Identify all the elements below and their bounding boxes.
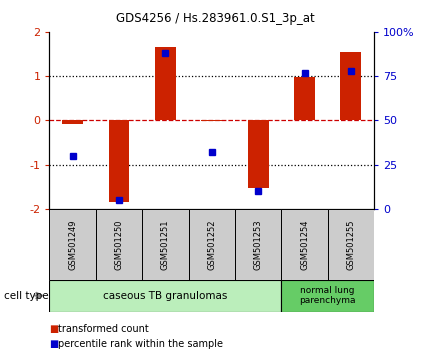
Text: GSM501254: GSM501254 xyxy=(300,219,309,269)
Bar xyxy=(201,120,222,121)
Text: GSM501255: GSM501255 xyxy=(347,219,356,269)
Text: GSM501250: GSM501250 xyxy=(114,219,123,269)
Text: transformed count: transformed count xyxy=(58,324,149,333)
Bar xyxy=(248,120,269,188)
Bar xyxy=(281,280,374,312)
Bar xyxy=(49,280,281,312)
Text: GDS4256 / Hs.283961.0.S1_3p_at: GDS4256 / Hs.283961.0.S1_3p_at xyxy=(116,12,314,25)
Text: GSM501249: GSM501249 xyxy=(68,219,77,269)
Text: caseous TB granulomas: caseous TB granulomas xyxy=(103,291,227,301)
Bar xyxy=(109,120,129,202)
Bar xyxy=(49,209,96,280)
Text: GSM501252: GSM501252 xyxy=(207,219,216,269)
Text: ■: ■ xyxy=(49,339,59,349)
Text: cell type: cell type xyxy=(4,291,49,301)
Text: ■: ■ xyxy=(49,324,59,333)
Text: GSM501251: GSM501251 xyxy=(161,219,170,269)
Bar xyxy=(189,209,235,280)
Bar xyxy=(142,209,189,280)
Bar xyxy=(62,120,83,124)
Bar xyxy=(328,209,374,280)
Text: GSM501253: GSM501253 xyxy=(254,219,263,270)
Bar xyxy=(281,209,328,280)
Bar xyxy=(341,52,361,120)
Bar xyxy=(294,77,315,120)
Bar xyxy=(96,209,142,280)
Text: normal lung
parenchyma: normal lung parenchyma xyxy=(299,286,356,305)
Bar xyxy=(155,47,176,120)
Bar xyxy=(235,209,281,280)
Text: percentile rank within the sample: percentile rank within the sample xyxy=(58,339,223,349)
